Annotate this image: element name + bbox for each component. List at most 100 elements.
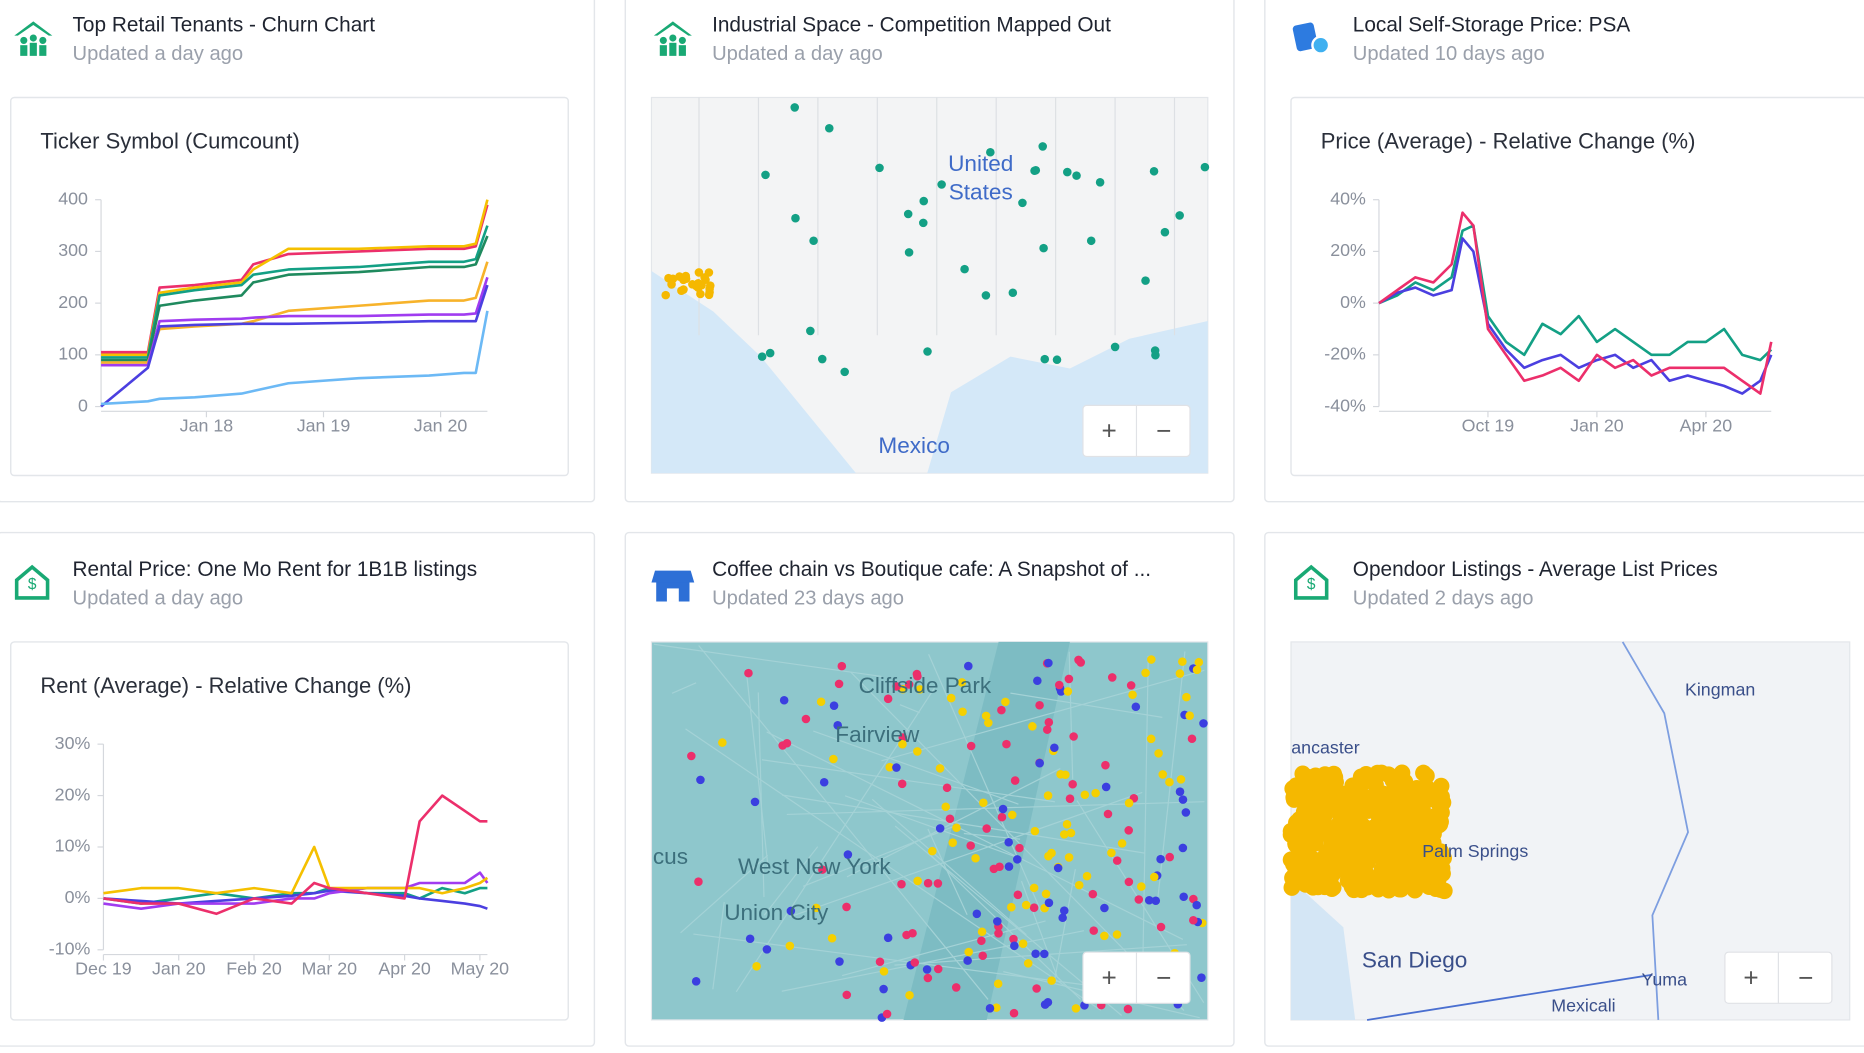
map-marker bbox=[809, 236, 818, 246]
zoom-in-button[interactable]: + bbox=[1743, 962, 1758, 992]
street bbox=[844, 795, 1020, 859]
map-label: Yuma bbox=[1641, 969, 1687, 989]
map-marker bbox=[1392, 880, 1410, 898]
map-marker bbox=[1029, 883, 1039, 893]
map-marker bbox=[1041, 889, 1051, 899]
map-marker bbox=[1086, 236, 1096, 246]
map-marker bbox=[696, 775, 705, 785]
map-marker bbox=[915, 685, 925, 694]
water bbox=[1291, 879, 1356, 1020]
map-marker bbox=[825, 124, 834, 133]
zoom-in-button[interactable]: + bbox=[1101, 416, 1116, 446]
map-marker bbox=[1151, 350, 1160, 360]
zoom-in-button[interactable]: + bbox=[1101, 962, 1116, 992]
map-marker bbox=[762, 945, 772, 954]
street bbox=[841, 920, 1046, 977]
x-tick-label: Jan 19 bbox=[297, 415, 351, 435]
map-marker bbox=[1165, 777, 1174, 787]
map-marker bbox=[1124, 826, 1133, 835]
map-marker bbox=[948, 838, 957, 847]
map-marker bbox=[1388, 818, 1406, 835]
map-label: Cliffside Park bbox=[859, 673, 992, 698]
map: Cliffside Park Fairview West New York Union… bbox=[650, 641, 1209, 1022]
map-marker bbox=[1082, 871, 1092, 881]
map-marker bbox=[1010, 941, 1019, 951]
y-tick-label: 0% bbox=[1340, 292, 1366, 312]
map-marker bbox=[1419, 811, 1437, 829]
map-marker bbox=[1044, 898, 1054, 908]
map-marker bbox=[1080, 790, 1090, 800]
card-title[interactable]: Rental Price: One Mo Rent for 1B1B listi… bbox=[73, 558, 478, 581]
updated-time: Updated 23 days ago bbox=[712, 587, 904, 609]
map-marker bbox=[1175, 787, 1185, 796]
map-marker bbox=[875, 957, 885, 967]
map-marker bbox=[843, 850, 853, 859]
map-marker bbox=[933, 879, 943, 888]
map-marker bbox=[694, 268, 704, 277]
card-title[interactable]: Local Self-Storage Price: PSA bbox=[1353, 14, 1631, 37]
map-marker bbox=[1061, 770, 1070, 780]
map-marker bbox=[1134, 895, 1144, 904]
map-marker bbox=[922, 965, 932, 974]
map-marker bbox=[1021, 900, 1031, 910]
map-marker bbox=[982, 824, 991, 833]
map-marker bbox=[1165, 852, 1174, 862]
map-marker bbox=[1091, 788, 1100, 798]
x-tick-label: Jan 20 bbox=[1570, 415, 1624, 435]
map-marker bbox=[1333, 785, 1350, 803]
map-label: United bbox=[948, 151, 1013, 176]
street bbox=[927, 828, 968, 916]
map-marker bbox=[816, 697, 826, 707]
map-marker bbox=[1044, 717, 1054, 727]
map-marker bbox=[1286, 857, 1303, 875]
map-marker bbox=[1043, 791, 1053, 800]
zoom-out-button[interactable]: − bbox=[1156, 962, 1171, 992]
map-marker bbox=[1124, 798, 1134, 808]
map-marker bbox=[681, 271, 691, 281]
map-marker bbox=[806, 326, 815, 336]
card-title[interactable]: Coffee chain vs Boutique cafe: A Snapsho… bbox=[712, 558, 1151, 581]
map-marker bbox=[842, 990, 852, 1000]
map-marker bbox=[811, 903, 821, 913]
icon bbox=[651, 570, 695, 602]
card-title[interactable]: Industrial Space - Competition Mapped Ou… bbox=[712, 14, 1111, 37]
map-marker bbox=[1031, 165, 1041, 175]
map-label: Palm Springs bbox=[1422, 841, 1528, 861]
map-marker bbox=[994, 929, 1003, 938]
map-marker bbox=[993, 979, 1003, 989]
map-marker bbox=[1047, 976, 1056, 985]
map-marker bbox=[1192, 665, 1202, 675]
street bbox=[766, 731, 1184, 940]
map-marker bbox=[1064, 853, 1074, 862]
card-title[interactable]: Opendoor Listings - Average List Prices bbox=[1353, 558, 1718, 581]
map-marker bbox=[964, 661, 973, 671]
map-marker bbox=[744, 668, 753, 678]
street bbox=[698, 645, 989, 1000]
map-marker bbox=[664, 273, 673, 283]
map-marker bbox=[1192, 900, 1201, 910]
map-marker bbox=[1030, 826, 1040, 836]
map-marker bbox=[817, 354, 827, 364]
map-marker bbox=[984, 718, 993, 728]
map-marker bbox=[1340, 856, 1358, 874]
street bbox=[745, 671, 769, 870]
street bbox=[786, 801, 1205, 816]
zoom-out-button[interactable]: − bbox=[1798, 962, 1813, 992]
zoom-out-button[interactable]: − bbox=[1156, 416, 1171, 446]
map-marker bbox=[1147, 655, 1156, 664]
map-marker bbox=[1194, 657, 1204, 667]
y-tick-label: 40% bbox=[1330, 188, 1366, 208]
map-marker bbox=[913, 747, 922, 756]
y-tick-label: -20% bbox=[1324, 344, 1366, 364]
map-marker bbox=[1176, 775, 1186, 784]
map-marker bbox=[971, 853, 980, 863]
map-marker bbox=[1043, 997, 1053, 1007]
street bbox=[1068, 651, 1074, 779]
x-tick-label: Feb 20 bbox=[226, 959, 282, 979]
map-marker bbox=[688, 280, 697, 289]
card-title[interactable]: Top Retail Tenants - Churn Chart bbox=[73, 14, 376, 37]
map-marker bbox=[706, 281, 715, 290]
map-marker bbox=[1128, 690, 1137, 700]
map-marker bbox=[785, 941, 795, 951]
